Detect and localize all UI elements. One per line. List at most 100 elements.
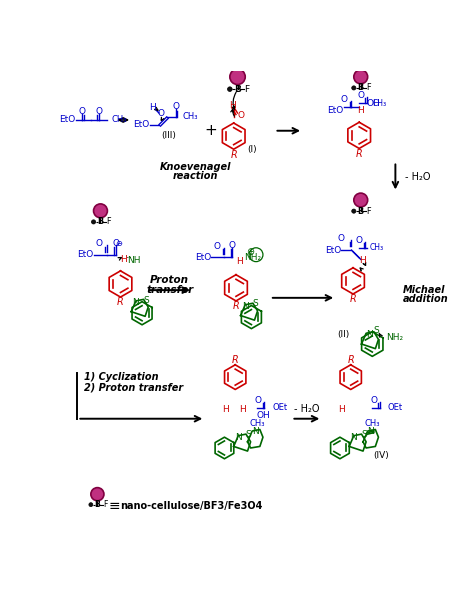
Text: Michael: Michael [403, 285, 446, 295]
Text: R: R [356, 149, 363, 159]
Text: O: O [356, 236, 363, 244]
Text: (I): (I) [247, 145, 257, 154]
Text: F: F [367, 207, 371, 216]
Text: O: O [95, 240, 102, 249]
Text: F: F [107, 217, 111, 226]
Text: CH₃: CH₃ [372, 98, 386, 108]
Text: OEt: OEt [272, 403, 287, 412]
Text: O: O [357, 91, 364, 100]
Text: - H₂O: - H₂O [294, 405, 319, 415]
Text: NH: NH [128, 256, 141, 266]
Text: H: H [120, 255, 127, 264]
Text: F: F [244, 85, 249, 94]
Text: O: O [338, 234, 345, 243]
Text: H: H [149, 103, 156, 112]
Circle shape [93, 204, 108, 218]
Text: S: S [246, 431, 251, 439]
Text: CH₃: CH₃ [365, 419, 380, 428]
Text: H: H [239, 405, 246, 414]
Text: EtO: EtO [60, 115, 76, 124]
Text: OH: OH [367, 98, 381, 108]
Text: nano-cellulose/BF3/Fe3O4: nano-cellulose/BF3/Fe3O4 [120, 501, 263, 511]
Text: EtO: EtO [195, 253, 211, 262]
Text: O: O [95, 107, 102, 116]
Text: H: H [237, 257, 243, 266]
Text: reaction: reaction [173, 171, 218, 181]
Circle shape [354, 193, 368, 207]
Circle shape [228, 87, 232, 91]
Text: EtO: EtO [325, 246, 341, 254]
Text: EtO: EtO [77, 250, 93, 259]
Circle shape [91, 220, 96, 224]
Circle shape [352, 209, 356, 213]
Text: O: O [255, 396, 262, 405]
Text: O: O [79, 107, 85, 116]
Text: B: B [98, 217, 103, 226]
Text: ⊕: ⊕ [246, 247, 254, 257]
Circle shape [352, 86, 356, 90]
Text: R: R [347, 355, 354, 365]
Text: O: O [340, 95, 347, 104]
Text: H: H [223, 405, 229, 414]
Text: S: S [143, 296, 149, 305]
Text: (III): (III) [161, 131, 176, 140]
Text: R: R [232, 355, 238, 365]
Text: - H₂O: - H₂O [405, 172, 431, 182]
Text: B: B [358, 207, 364, 216]
Text: addition: addition [403, 294, 449, 305]
Text: +: + [204, 123, 217, 138]
Text: CH₃: CH₃ [111, 115, 127, 124]
Text: ≡: ≡ [109, 499, 120, 513]
Text: N: N [242, 302, 248, 311]
Text: EtO: EtO [328, 106, 344, 115]
Text: OH: OH [256, 411, 270, 420]
Text: S: S [361, 431, 367, 439]
Text: R: R [230, 150, 237, 160]
Text: transfer: transfer [146, 285, 193, 295]
Text: S: S [373, 326, 379, 336]
Text: N: N [252, 426, 259, 435]
Text: (II): (II) [337, 329, 350, 339]
Text: H: H [357, 106, 364, 115]
Text: B: B [94, 500, 100, 509]
Text: N: N [366, 329, 373, 339]
Text: O: O [112, 239, 119, 247]
Text: OEt: OEt [388, 403, 403, 412]
Text: CH₃: CH₃ [182, 112, 198, 121]
Text: S: S [252, 299, 258, 309]
Text: O: O [213, 241, 220, 251]
Text: ..: .. [126, 250, 133, 260]
Text: N: N [367, 426, 374, 435]
Text: H: H [229, 101, 236, 110]
Text: EtO: EtO [134, 120, 150, 129]
Text: R: R [233, 300, 239, 310]
Text: F: F [367, 84, 371, 92]
Text: ⊖: ⊖ [116, 239, 122, 247]
Text: 2) Proton transfer: 2) Proton transfer [83, 383, 182, 393]
Text: B: B [234, 85, 241, 94]
Text: NH₂: NH₂ [245, 253, 262, 262]
Text: (IV): (IV) [374, 451, 390, 460]
Text: N: N [350, 433, 357, 442]
Circle shape [230, 69, 245, 85]
Text: N: N [235, 433, 242, 442]
Text: H: H [359, 256, 365, 264]
Text: CH₃: CH₃ [249, 419, 264, 428]
Text: R: R [117, 297, 124, 307]
Text: CH₃: CH₃ [370, 243, 384, 252]
Text: F: F [103, 500, 108, 509]
Text: O: O [370, 396, 377, 405]
Text: NH₂: NH₂ [386, 333, 403, 342]
Text: B: B [358, 84, 364, 92]
Text: O: O [157, 110, 164, 118]
Text: O: O [237, 111, 244, 120]
Text: Proton: Proton [150, 275, 189, 285]
Text: R: R [350, 294, 356, 305]
Text: H: H [338, 405, 345, 414]
Text: O: O [228, 241, 236, 250]
Circle shape [89, 502, 93, 507]
Text: Knoevenagel: Knoevenagel [159, 162, 231, 172]
Circle shape [91, 488, 104, 501]
Circle shape [354, 70, 368, 84]
Text: 1) Cyclization: 1) Cyclization [83, 372, 158, 382]
